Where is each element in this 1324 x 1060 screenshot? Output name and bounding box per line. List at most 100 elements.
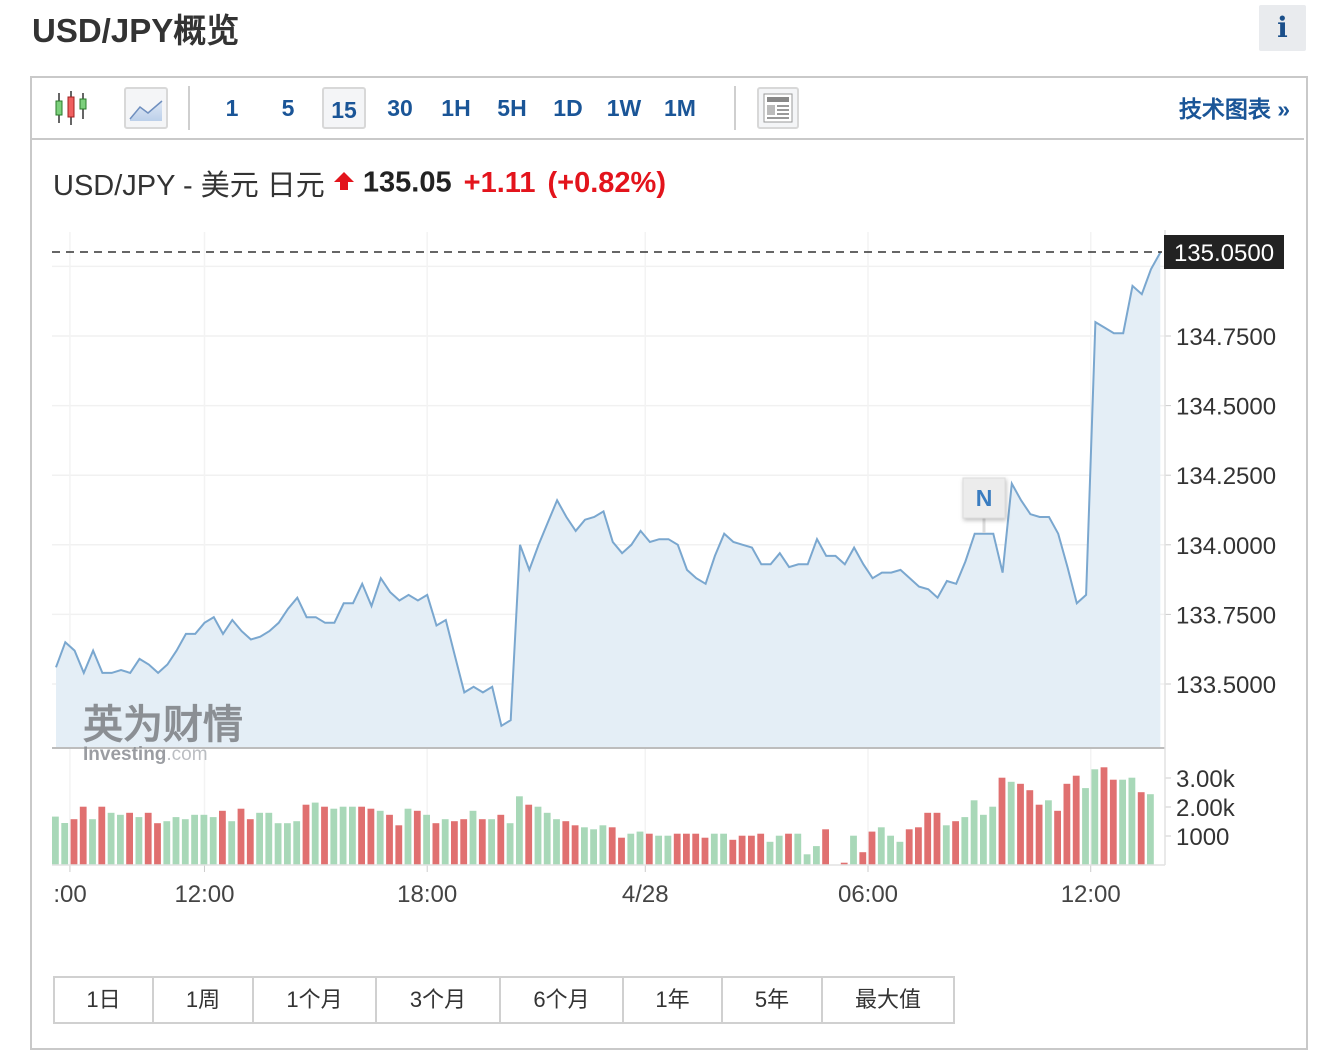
volume-bar bbox=[636, 831, 644, 865]
candlestick-icon bbox=[55, 91, 87, 125]
period-button[interactable]: 5年 bbox=[723, 978, 823, 1022]
volume-bar bbox=[1035, 804, 1043, 865]
volume-bar bbox=[107, 812, 115, 865]
price-change: +1.11 bbox=[463, 166, 536, 199]
volume-bar bbox=[720, 833, 727, 865]
volume-bar bbox=[1109, 779, 1117, 865]
page-title: USD/JPY概览 bbox=[32, 12, 240, 49]
volume-bars bbox=[52, 767, 1154, 866]
volume-bar bbox=[274, 823, 282, 865]
volume-bar bbox=[488, 819, 495, 865]
volume-bar bbox=[256, 812, 263, 865]
period-button[interactable]: 1个月 bbox=[254, 978, 377, 1022]
price-change-percent: (+0.82%) bbox=[547, 166, 666, 199]
area-chart-button[interactable] bbox=[124, 87, 168, 129]
interval-30[interactable]: 30 bbox=[387, 95, 413, 121]
interval-5h[interactable]: 5H bbox=[497, 95, 527, 121]
interval-1m[interactable]: 1M bbox=[664, 95, 696, 121]
volume-bar bbox=[655, 835, 662, 865]
volume-bar bbox=[237, 808, 245, 865]
volume-bar bbox=[79, 806, 87, 865]
volume-bar bbox=[154, 823, 161, 865]
interval-1d[interactable]: 1D bbox=[553, 95, 583, 121]
info-button[interactable]: i bbox=[1259, 5, 1306, 51]
volume-bar bbox=[1007, 781, 1015, 865]
period-button[interactable]: 6个月 bbox=[501, 978, 624, 1022]
y-tick-label: 134.2500 bbox=[1176, 463, 1276, 490]
volume-bar bbox=[478, 819, 486, 865]
volume-bar bbox=[683, 833, 690, 865]
news-layout-button[interactable] bbox=[757, 87, 799, 129]
up-arrow-icon bbox=[333, 167, 355, 199]
volume-bar bbox=[1091, 769, 1099, 865]
volume-bar bbox=[228, 821, 236, 865]
volume-bar bbox=[172, 817, 180, 865]
volume-bar bbox=[349, 806, 356, 865]
volume-bar bbox=[534, 806, 542, 865]
volume-bar bbox=[321, 806, 328, 865]
news-marker[interactable]: N bbox=[962, 477, 1006, 533]
volume-bar bbox=[432, 823, 440, 865]
volume-bar bbox=[543, 812, 551, 865]
volume-tick-label: 2.00k bbox=[1176, 795, 1236, 822]
price-chart[interactable]: 133.5000 133.7500 134.0000 134.2500 134.5000… bbox=[0, 0, 1324, 960]
volume-bar bbox=[915, 827, 922, 865]
time-axis: :00 12:00 18:00 4/28 06:00 12:00 bbox=[53, 865, 1121, 908]
volume-bar bbox=[942, 825, 950, 865]
candlestick-chart-button[interactable] bbox=[52, 87, 92, 129]
volume-bar bbox=[1054, 810, 1061, 865]
volume-bar bbox=[822, 829, 829, 865]
chart-widget bbox=[30, 76, 1308, 1050]
period-button[interactable]: 最大值 bbox=[854, 987, 921, 1012]
y-tick-label: 134.5000 bbox=[1176, 394, 1276, 421]
x-tick-label: 4/28 bbox=[622, 881, 669, 908]
volume-bar bbox=[525, 804, 533, 865]
interval-5[interactable]: 5 bbox=[281, 95, 295, 121]
volume-bar bbox=[748, 835, 755, 865]
volume-bar bbox=[840, 862, 848, 865]
volume-bar bbox=[1128, 777, 1136, 865]
toolbar-divider bbox=[734, 86, 736, 130]
news-layout-icon bbox=[763, 93, 793, 123]
news-marker-label: N bbox=[976, 485, 993, 511]
interval-1h[interactable]: 1H bbox=[441, 95, 471, 121]
interval-1w[interactable]: 1W bbox=[606, 95, 642, 121]
volume-bar bbox=[961, 817, 969, 865]
volume-bar bbox=[339, 806, 347, 865]
interval-1[interactable]: 1 bbox=[225, 95, 239, 121]
volume-bar bbox=[933, 812, 941, 865]
quote-header: USD/JPY - 美元 日元 135.05 +1.11 (+0.82%) bbox=[53, 162, 666, 204]
volume-bar bbox=[302, 804, 310, 865]
period-button[interactable]: 1年 bbox=[624, 978, 723, 1022]
volume-bar bbox=[200, 814, 208, 865]
volume-bar bbox=[766, 841, 774, 865]
x-tick-label: 12:00 bbox=[174, 881, 234, 908]
volume-bar bbox=[599, 825, 607, 865]
volume-bar bbox=[469, 810, 477, 865]
volume-bar bbox=[562, 821, 570, 865]
period-button[interactable]: 1日 bbox=[55, 978, 154, 1022]
volume-bar bbox=[61, 823, 69, 866]
volume-bar bbox=[553, 819, 560, 865]
volume-bar bbox=[163, 821, 171, 865]
interval-15[interactable]: 15 bbox=[322, 87, 366, 129]
volume-bar bbox=[284, 823, 291, 865]
volume-bar bbox=[460, 819, 468, 865]
volume-bar bbox=[497, 814, 505, 865]
watermark-logo: 英为财情 Investing.com bbox=[83, 703, 243, 765]
volume-bar bbox=[135, 817, 143, 865]
technical-chart-link[interactable]: 技术图表 » bbox=[1178, 96, 1290, 122]
volume-bar bbox=[794, 833, 802, 865]
volume-bar bbox=[395, 825, 403, 865]
volume-bar bbox=[70, 819, 78, 865]
volume-bar bbox=[905, 829, 913, 865]
volume-bar bbox=[952, 821, 959, 865]
period-button[interactable]: 3个月 bbox=[377, 978, 501, 1022]
period-button[interactable]: 1周 bbox=[154, 978, 254, 1022]
volume-bar bbox=[376, 810, 384, 865]
volume-tick-label: 3.00k bbox=[1176, 766, 1236, 793]
volume-bar bbox=[850, 835, 857, 865]
volume-bar bbox=[219, 810, 226, 865]
volume-bar bbox=[1100, 767, 1108, 865]
